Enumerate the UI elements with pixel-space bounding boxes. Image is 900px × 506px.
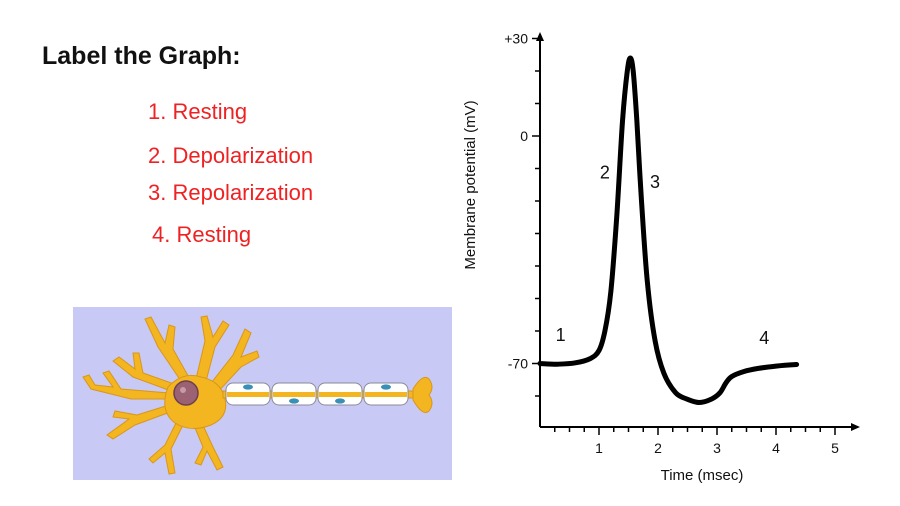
axon-core: [273, 392, 315, 397]
x-axis-arrow: [851, 423, 860, 431]
axon-core: [365, 392, 407, 397]
phase-number-label: 1: [556, 325, 566, 345]
axon-core: [319, 392, 361, 397]
axon-core: [227, 392, 269, 397]
phase-number-label: 4: [759, 328, 769, 348]
membrane-potential-trace: [537, 55, 800, 405]
y-tick-label: +30: [504, 31, 528, 47]
graph-ticks: +30 0 -70 1 2 3 4 5: [504, 31, 839, 457]
label-item-4: 4. Resting: [152, 222, 252, 247]
nucleolus: [180, 387, 186, 393]
label-item-2: 2. Depolarization: [148, 143, 314, 168]
y-axis-label: Membrane potential (mV): [462, 100, 479, 269]
schwann-cell-nucleus: [243, 384, 253, 390]
neuron-body: [82, 315, 433, 475]
x-tick-label: 3: [713, 440, 721, 456]
y-tick-label: -70: [508, 356, 528, 372]
myelin-sheath: [225, 382, 409, 406]
neuron-illustration: [73, 307, 452, 480]
x-tick-label: 2: [654, 440, 662, 456]
graph-annotations: 1 2 3 4: [556, 162, 770, 348]
x-axis-label: Time (msec): [661, 467, 744, 484]
y-axis-arrow: [536, 32, 544, 41]
schwann-cell-nucleus: [289, 398, 299, 404]
y-tick-label: 0: [520, 128, 528, 144]
action-potential-graph: +30 0 -70 1 2 3 4 5 1 2 3 4 Time (msec) Membrane p…: [462, 31, 860, 484]
schwann-cell-nucleus: [335, 398, 345, 404]
label-item-1: 1. Resting: [148, 99, 248, 124]
x-tick-label: 5: [831, 440, 839, 456]
graph-axes: [536, 32, 860, 431]
x-tick-label: 1: [595, 440, 603, 456]
phase-number-label: 3: [650, 172, 660, 192]
slide-title: Label the Graph:: [42, 42, 241, 70]
x-tick-label: 4: [772, 440, 780, 456]
schwann-cell-nucleus: [381, 384, 391, 390]
phase-number-label: 2: [600, 162, 610, 182]
nucleus: [173, 380, 199, 406]
label-item-3: 3. Repolarization: [148, 180, 314, 205]
